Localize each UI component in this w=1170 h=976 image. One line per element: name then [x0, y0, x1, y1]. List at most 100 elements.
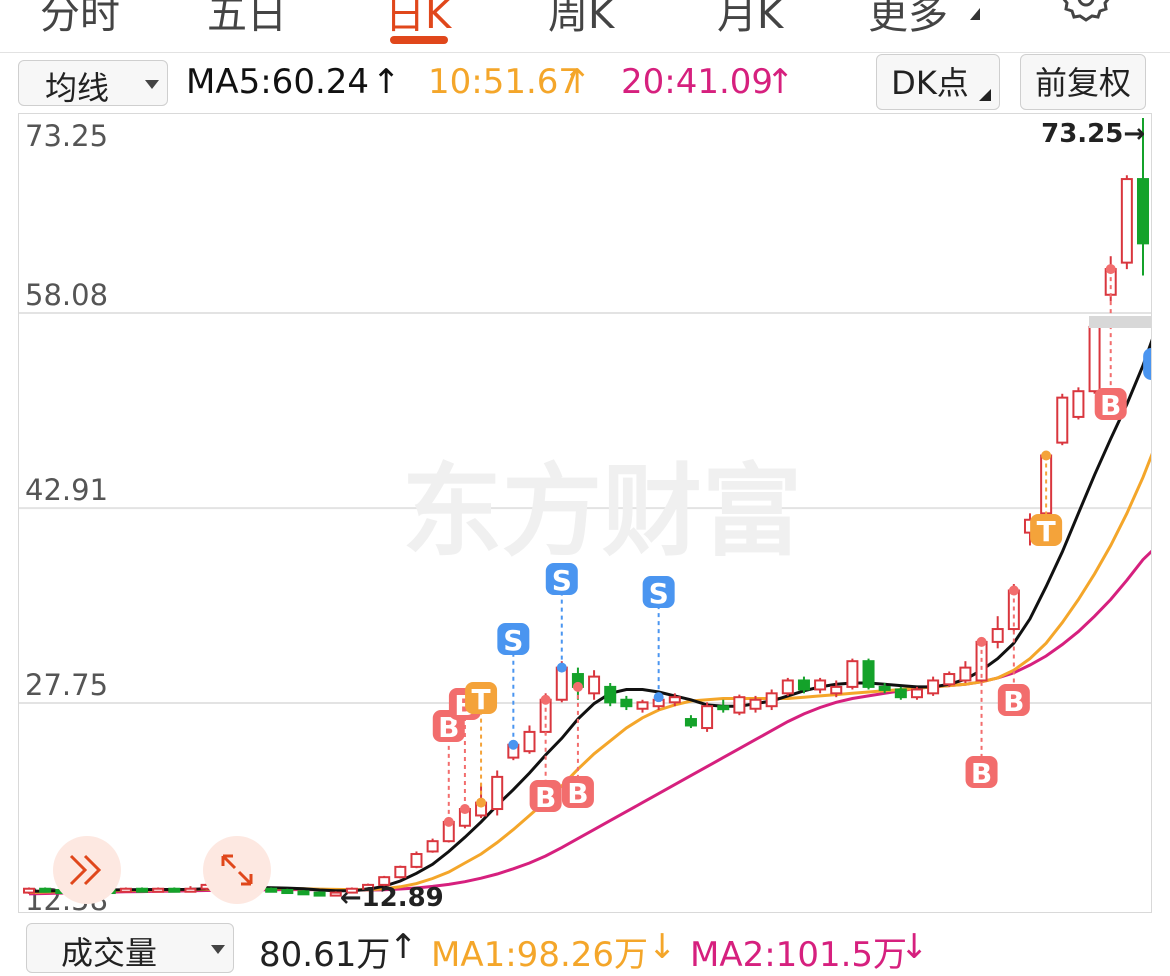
candle-body	[620, 698, 633, 708]
candle-body	[604, 685, 617, 704]
candle-body	[1136, 178, 1150, 245]
candle-body	[152, 887, 165, 893]
candle-body	[119, 887, 132, 893]
fast-forward-icon-glyph	[69, 854, 102, 886]
candle	[814, 677, 827, 694]
candle-body	[39, 887, 52, 893]
candle	[797, 676, 810, 694]
candle-body	[991, 628, 1004, 643]
candle-body	[684, 718, 697, 727]
trade-signals: BBTSBSBSBBTBS	[432, 174, 1170, 827]
candle	[329, 891, 342, 897]
candle-body	[749, 698, 762, 710]
candle	[426, 838, 439, 853]
ma10-label: 10:51.67	[428, 62, 581, 102]
price-annotations: 73.25→ ←12.89	[53, 119, 1151, 913]
buy-signal-badge-dot	[572, 681, 583, 692]
tab-monthly-k[interactable]: 月K	[717, 0, 784, 38]
candle-body	[830, 685, 843, 695]
candle-body	[588, 675, 601, 695]
buy-signal-badge-dot	[1008, 585, 1019, 596]
candle	[1072, 387, 1085, 420]
ma10-up-arrow-icon: ↑	[563, 62, 592, 102]
tab-more[interactable]: 更多	[868, 0, 948, 38]
buy-signal-badge-letter: B	[535, 781, 556, 814]
candle	[39, 887, 52, 893]
candle-body	[345, 887, 358, 894]
volume-indicator-select[interactable]: 成交量	[26, 923, 234, 973]
dk-point-label: DK点	[891, 64, 969, 102]
candle-body	[136, 887, 149, 893]
candle	[733, 694, 746, 716]
y-tick-label: 42.91	[25, 473, 108, 507]
take-signal-badge	[465, 682, 498, 714]
buy-signal-badge	[1094, 388, 1127, 420]
candle	[959, 661, 972, 684]
candle-body	[717, 705, 730, 711]
candle-body	[297, 890, 310, 896]
candle	[781, 677, 794, 696]
candle	[410, 851, 423, 869]
candle	[846, 658, 859, 690]
candle-body	[491, 775, 504, 811]
settings-gear-icon[interactable]	[1058, 0, 1114, 26]
buy-signal-badge	[965, 756, 998, 788]
candle	[765, 689, 778, 711]
more-caret-icon	[970, 8, 980, 20]
take-signal-badge	[1030, 514, 1063, 546]
active-tab-indicator	[390, 36, 448, 44]
ma20-line	[28, 533, 1170, 896]
candle	[1136, 118, 1150, 276]
buy-signal-badge	[529, 780, 562, 812]
candle-body	[846, 660, 859, 688]
buy-signal-badge-dot	[459, 804, 470, 815]
buy-signal-badge-dot	[540, 694, 551, 705]
buy-signal-badge-letter: B	[971, 757, 992, 790]
expand-icon-bg	[203, 836, 271, 904]
candlesticks	[22, 118, 1150, 897]
volume-ma1-down-arrow-icon: ↓	[648, 927, 677, 967]
candle-body	[733, 696, 746, 714]
forward-adjust-button[interactable]: 前复权	[1020, 54, 1146, 110]
candle	[362, 883, 375, 891]
candle-body	[1056, 396, 1069, 444]
watermark: 东方财富	[402, 453, 802, 570]
low-price-annotation: ←12.89	[340, 883, 444, 912]
candle-body	[1088, 325, 1101, 393]
candle	[184, 886, 197, 893]
candle-body	[410, 853, 423, 868]
candle-body	[765, 692, 778, 708]
candle	[136, 887, 149, 893]
indicator-select[interactable]: 均线	[18, 60, 168, 107]
candle	[604, 683, 617, 707]
candle-body	[894, 688, 907, 699]
y-tick-label: 27.75	[25, 668, 108, 702]
dk-point-button[interactable]: DK点	[876, 54, 1000, 110]
tab-intraday[interactable]: 分时	[40, 0, 120, 38]
buy-signal-badge	[561, 776, 594, 808]
candle-body	[636, 701, 649, 710]
candle-body	[184, 887, 197, 893]
candle	[927, 676, 940, 696]
ma20-label: 20:41.09	[621, 62, 774, 102]
sell-signal-badge	[545, 563, 578, 595]
tab-daily-k[interactable]: 日K	[385, 0, 452, 38]
candle-body	[329, 891, 342, 897]
volume-ma2: MA2:101.5万	[690, 935, 908, 975]
corner-triangle-icon	[979, 89, 991, 101]
fast-forward-icon	[53, 836, 121, 904]
candle	[345, 887, 358, 894]
buy-signal-badge-dot	[976, 636, 987, 647]
candle	[991, 616, 1004, 649]
take-signal-badge-dot	[476, 797, 487, 808]
take-signal-badge-dot	[1041, 450, 1052, 461]
tab-weekly-k[interactable]: 周K	[548, 0, 615, 38]
tab-five-day[interactable]: 五日	[207, 0, 287, 38]
candle	[878, 683, 891, 694]
candle	[943, 671, 956, 687]
sell-signal-badge-letter: S	[1149, 349, 1151, 382]
buy-signal-badge-letter: B	[1100, 389, 1121, 422]
candle	[394, 865, 407, 879]
